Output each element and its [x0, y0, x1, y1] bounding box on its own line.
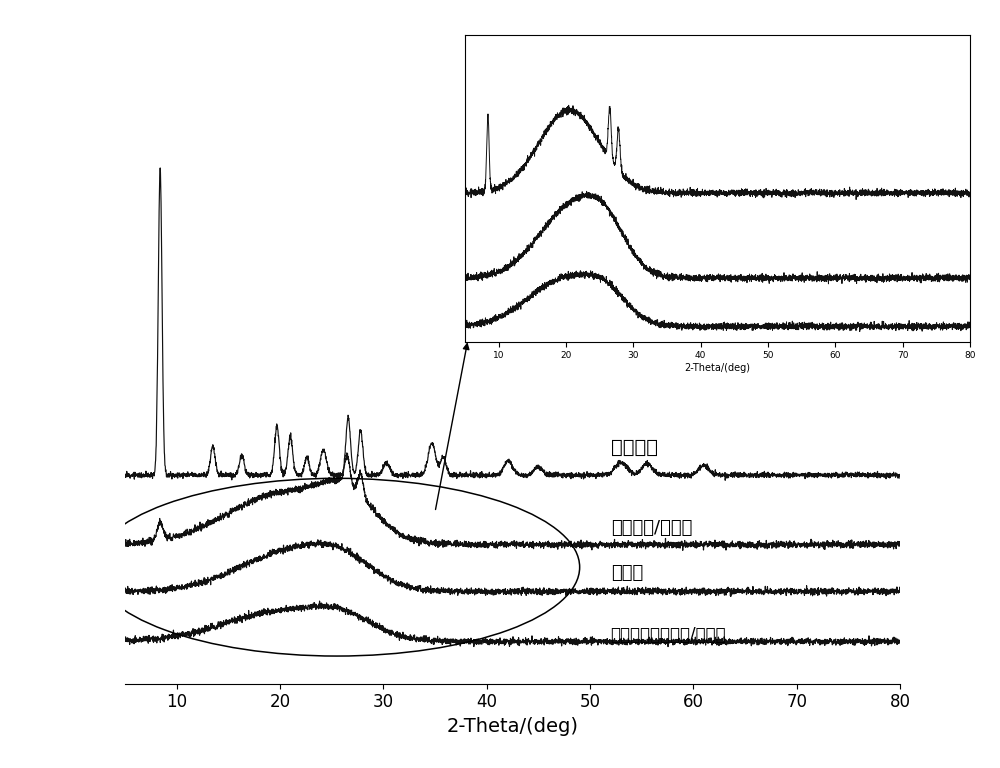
Text: 凹凸棒石/聚噬吩: 凹凸棒石/聚噬吩 [611, 519, 692, 538]
Text: 聚噬吩: 聚噬吩 [611, 564, 643, 582]
X-axis label: 2-Theta/(deg): 2-Theta/(deg) [446, 717, 578, 736]
Text: 碎掺杂的凹凸棒石/聚噬吩: 碎掺杂的凹凸棒石/聚噬吩 [611, 626, 726, 644]
X-axis label: 2-Theta/(deg): 2-Theta/(deg) [684, 363, 750, 373]
Text: 凹凸棒石: 凹凸棒石 [611, 438, 658, 456]
